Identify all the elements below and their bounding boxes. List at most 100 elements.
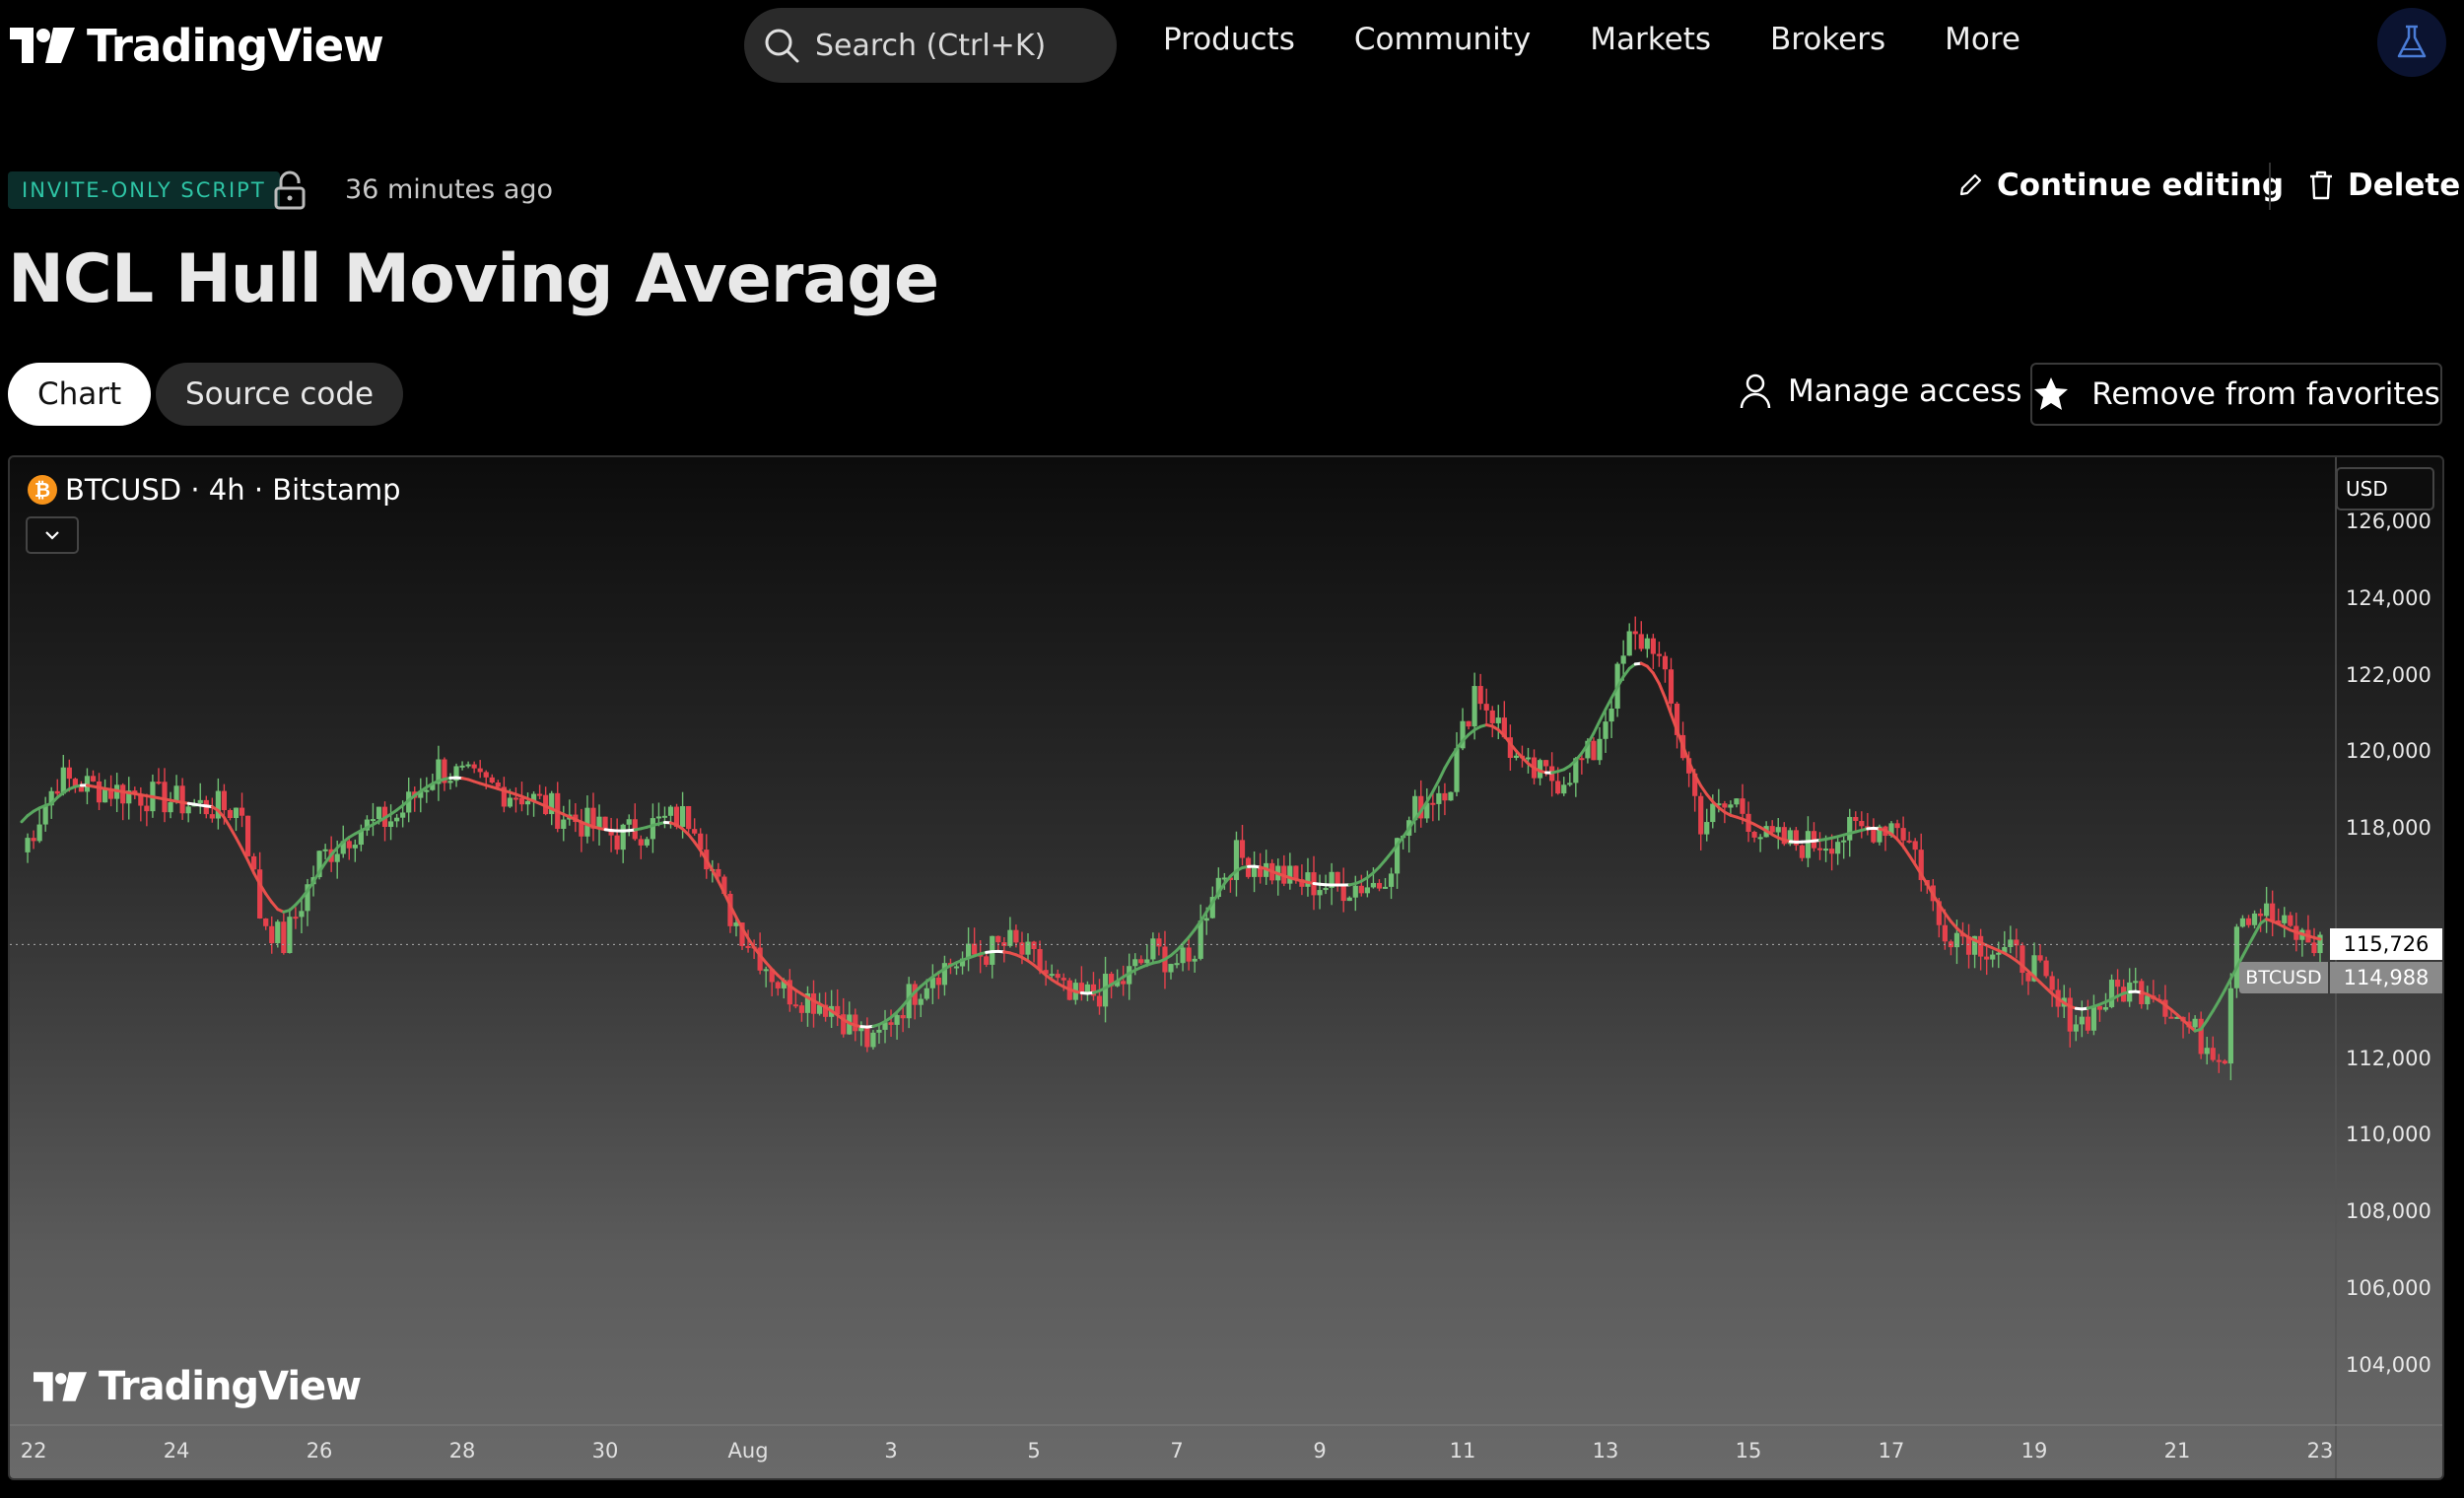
candle-body bbox=[906, 984, 912, 1019]
candle-body bbox=[126, 790, 132, 804]
candle-body bbox=[1061, 978, 1066, 981]
nav-more[interactable]: More bbox=[1945, 22, 2020, 57]
candle-body bbox=[2002, 946, 2008, 953]
candle-body bbox=[1698, 795, 1704, 835]
manage-access-button[interactable]: Manage access bbox=[1739, 373, 2021, 410]
candle-body bbox=[84, 776, 91, 792]
hma-line-segment bbox=[2228, 966, 2238, 981]
candle-body bbox=[1877, 826, 1882, 843]
candle-body bbox=[835, 1005, 841, 1015]
candle-body bbox=[1900, 828, 1906, 841]
time-tick-label: 9 bbox=[1313, 1439, 1327, 1463]
candle-body bbox=[442, 759, 447, 783]
candle-body bbox=[471, 764, 477, 769]
candle-body bbox=[394, 817, 400, 822]
candle-body bbox=[1132, 959, 1138, 967]
hma-line-segment bbox=[2234, 954, 2244, 970]
tab-source-code[interactable]: Source code bbox=[156, 363, 404, 426]
tab-chart[interactable]: Chart bbox=[8, 363, 152, 426]
remove-favorites-button[interactable]: Remove from favorites bbox=[2030, 363, 2442, 426]
hma-line-segment bbox=[2253, 921, 2263, 936]
time-tick-label: 11 bbox=[1449, 1439, 1476, 1463]
last-price-tag: 114,988 bbox=[2330, 962, 2442, 993]
candle-body bbox=[1603, 721, 1608, 739]
price-tick-label: 120,000 bbox=[2346, 739, 2431, 764]
candle-body bbox=[584, 807, 590, 837]
nav-brokers[interactable]: Brokers bbox=[1770, 22, 1886, 57]
hma-line-segment bbox=[323, 852, 333, 864]
candle-body bbox=[2317, 934, 2323, 954]
hma-line-segment bbox=[693, 840, 703, 852]
hma-line-segment bbox=[1931, 893, 1941, 907]
candle-body bbox=[1078, 983, 1084, 993]
hma-line-segment bbox=[1449, 747, 1459, 760]
candle-body bbox=[2031, 955, 2037, 982]
candle-body bbox=[1757, 837, 1763, 840]
chart-panel[interactable]: ₿ BTCUSD · 4h · Bitstamp USD TradingView… bbox=[8, 455, 2444, 1480]
hma-line-segment bbox=[222, 815, 232, 829]
hma-line-segment bbox=[1919, 872, 1929, 886]
candle-body bbox=[215, 790, 221, 819]
candle-body bbox=[1728, 804, 1734, 808]
candle-body bbox=[209, 814, 215, 819]
hma-line-segment bbox=[699, 849, 709, 862]
hma-line-segment bbox=[1514, 749, 1524, 760]
candle-body bbox=[1180, 947, 1186, 964]
candle-body bbox=[1215, 877, 1221, 898]
nav-community[interactable]: Community bbox=[1353, 22, 1532, 57]
hma-line-segment bbox=[1502, 733, 1512, 746]
hma-line-segment bbox=[1705, 792, 1715, 803]
currency-selector[interactable]: USD bbox=[2336, 467, 2434, 511]
price-tick-label: 104,000 bbox=[2346, 1352, 2431, 1377]
candle-body bbox=[1894, 823, 1900, 829]
candlestick-chart[interactable] bbox=[10, 457, 2442, 1478]
candle-body bbox=[293, 917, 299, 919]
candle-body bbox=[1841, 840, 1847, 843]
candle-body bbox=[602, 816, 608, 830]
flask-icon bbox=[2397, 25, 2427, 58]
hma-line-segment bbox=[1663, 696, 1673, 716]
nav-products[interactable]: Products bbox=[1163, 22, 1295, 57]
candle-body bbox=[66, 767, 72, 780]
candle-body bbox=[1656, 653, 1662, 656]
candle-body bbox=[1251, 867, 1258, 877]
candle-body bbox=[769, 969, 775, 983]
candle-body bbox=[1591, 740, 1597, 761]
candle-body bbox=[929, 977, 935, 988]
candle-body bbox=[864, 1027, 870, 1048]
page-title: NCL Hull Moving Average bbox=[8, 240, 939, 318]
search-input[interactable]: Search (Ctrl+K) bbox=[744, 8, 1117, 83]
candle-body bbox=[2251, 913, 2258, 925]
candle-body bbox=[941, 963, 948, 986]
candle-body bbox=[661, 815, 668, 818]
legend-collapse-button[interactable] bbox=[26, 516, 79, 554]
nav-markets[interactable]: Markets bbox=[1590, 22, 1711, 57]
candle-body bbox=[489, 777, 495, 783]
candle-body bbox=[579, 822, 584, 837]
search-icon bbox=[765, 29, 799, 63]
candle-body bbox=[1525, 757, 1532, 760]
candle-body bbox=[2133, 981, 2139, 984]
price-tick-label: 124,000 bbox=[2346, 585, 2431, 610]
continue-editing-button[interactable]: Continue editing bbox=[1957, 168, 2284, 203]
candle-body bbox=[436, 759, 442, 784]
delete-button[interactable]: Delete bbox=[2308, 168, 2460, 203]
candle-body bbox=[1734, 798, 1740, 805]
search-placeholder: Search (Ctrl+K) bbox=[815, 28, 1047, 63]
candle-body bbox=[1239, 840, 1246, 858]
candle-body bbox=[1567, 783, 1573, 785]
user-avatar[interactable] bbox=[2377, 8, 2446, 77]
hma-line-segment bbox=[1455, 739, 1465, 751]
candle-body bbox=[25, 838, 31, 852]
delete-label: Delete bbox=[2348, 168, 2461, 203]
hma-line-segment bbox=[1402, 827, 1411, 839]
candle-body bbox=[667, 806, 674, 816]
candle-body bbox=[2067, 997, 2073, 1032]
candle-body bbox=[370, 819, 376, 822]
candle-body bbox=[2019, 945, 2025, 974]
candle-body bbox=[518, 797, 525, 805]
hma-line-segment bbox=[1204, 901, 1214, 914]
tradingview-logo[interactable]: TradingView bbox=[8, 14, 384, 77]
candle-body bbox=[1978, 935, 1984, 957]
hma-line-segment bbox=[234, 836, 244, 851]
